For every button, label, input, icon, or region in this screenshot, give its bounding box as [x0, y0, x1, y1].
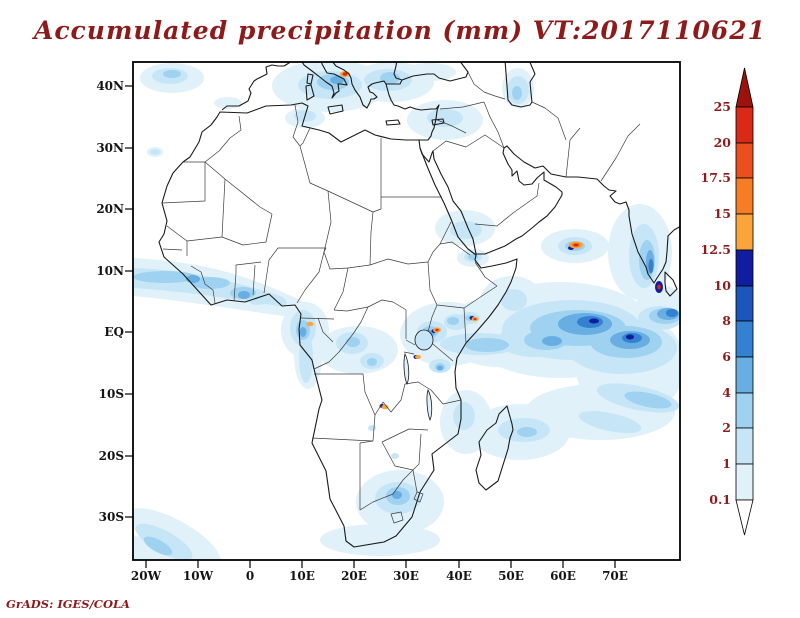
colorbar [735, 67, 754, 536]
country-borders [161, 71, 641, 524]
colorbar-label-10: 10 [713, 278, 731, 293]
lon-label-70e: 70E [602, 569, 628, 583]
coastlines [158, 62, 680, 548]
colorbar-label-25: 25 [713, 99, 731, 114]
colorbar-segment [735, 320, 754, 358]
lon-label-10w: 10W [182, 569, 214, 583]
lat-label-eq: EQ [104, 325, 124, 339]
lon-label-60e: 60E [550, 569, 576, 583]
colorbar-arrow-top [735, 67, 754, 108]
colorbar-segment [735, 142, 754, 179]
lon-label-0: 0 [245, 569, 255, 583]
lon-label-20e: 20E [341, 569, 367, 583]
lon-label-20w: 20W [130, 569, 162, 583]
grads-credit: GrADS: IGES/COLA [6, 597, 130, 611]
colorbar-label-2: 2 [722, 420, 731, 435]
colorbar-segment [735, 463, 754, 501]
colorbar-label-1: 1 [722, 456, 731, 471]
colorbar-label-20: 20 [713, 135, 731, 150]
colorbar-segment [735, 392, 754, 429]
lon-label-40e: 40E [446, 569, 472, 583]
lat-label-30n: 30N [96, 141, 124, 155]
colorbar-segment [735, 106, 754, 144]
colorbar-arrow-bottom [735, 499, 754, 536]
colorbar-label-15: 15 [713, 206, 731, 221]
colorbar-segment [735, 427, 754, 465]
colorbar-segment [735, 177, 754, 215]
colorbar-label-4: 4 [722, 385, 731, 400]
lat-label-20s: 20S [98, 449, 124, 463]
chart-title: Accumulated precipitation (mm) VT:201711… [33, 16, 767, 45]
lat-label-30s: 30S [98, 510, 124, 524]
axis-ticks [125, 85, 616, 568]
colorbar-segment [735, 213, 754, 251]
lat-label-20n: 20N [96, 202, 124, 216]
lat-label-10s: 10S [98, 387, 124, 401]
colorbar-label-12-5: 12.5 [700, 242, 731, 257]
colorbar-segment [735, 285, 754, 322]
colorbar-label-8: 8 [722, 313, 731, 328]
lakes [403, 329, 434, 422]
colorbar-segment [735, 249, 754, 287]
lat-label-10n: 10N [96, 264, 124, 278]
colorbar-label-17-5: 17.5 [700, 170, 731, 185]
colorbar-segment [735, 356, 754, 394]
lon-label-50e: 50E [498, 569, 524, 583]
lon-label-10e: 10E [289, 569, 315, 583]
colorbar-label-0-1: 0.1 [709, 492, 731, 507]
lon-label-30e: 30E [393, 569, 419, 583]
lat-label-40n: 40N [96, 79, 124, 93]
colorbar-label-6: 6 [722, 349, 731, 364]
